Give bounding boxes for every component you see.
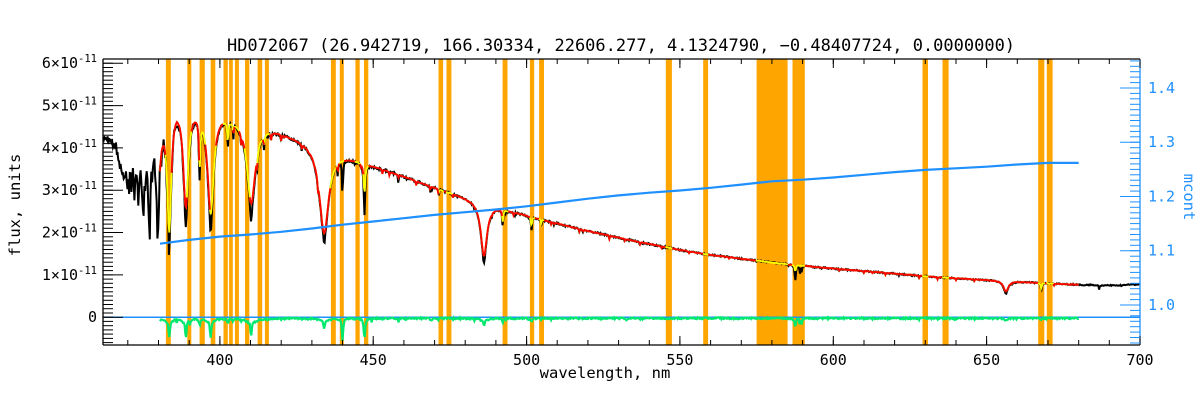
x-tick-label: 550 [666,351,693,369]
model-fit-masked-line [159,120,1079,293]
masked-region [355,59,360,345]
y-tick-label: 3×10-11 [42,180,97,199]
residual-line [159,315,1080,341]
model-fit-line [159,120,1079,293]
y-tick-label: 0 [88,308,97,326]
chart-root: 400 450 500 550 600 650 700 0 1×10-11 2×10-11 3×10… [42,53,1175,369]
masked-region [922,59,928,345]
y-right-tick-label: 1.1 [1148,242,1175,260]
masked-region [438,59,444,345]
y-tick-label: 4×10-11 [42,138,97,157]
y-right-tick-label: 1.3 [1148,133,1175,151]
masked-region [245,59,250,345]
y-right-tick-label: 1.4 [1148,79,1175,97]
mcont-line [159,161,1079,245]
y-tick-label: 6×10-11 [42,53,97,72]
masked-region [1046,59,1053,345]
x-axis-label: wavelength, nm [540,364,671,382]
y-right-tick-label: 1.2 [1148,188,1175,206]
masked-region [1038,59,1045,345]
masked-region [446,59,452,345]
x-tick-label: 600 [820,351,847,369]
y-tick-label: 1×10-11 [42,265,97,284]
masked-region [234,59,239,345]
masked-region [792,59,805,345]
y-right-tick-label: 1.0 [1148,296,1175,314]
y-tick-label: 5×10-11 [42,96,97,115]
masked-region [665,59,672,345]
masked-region [229,59,233,345]
y-tick-label: 2×10-11 [42,223,97,242]
masked-region [942,59,949,345]
y-axis-label-flux: flux, units [6,154,24,257]
x-tick-label: 400 [206,351,233,369]
x-tick-label: 700 [1126,351,1153,369]
x-tick-label: 450 [360,351,387,369]
masked-region [539,59,544,345]
masked-region [223,59,228,345]
x-tick-label: 650 [973,351,1000,369]
masked-region [756,59,788,345]
masked-region [264,59,269,345]
masked-region [339,59,344,345]
masked-region [529,59,535,345]
plot-title: HD072067 (26.942719, 166.30334, 22606.27… [227,36,1015,56]
masked-region [364,59,369,345]
masked-region [703,59,709,345]
masked-region [330,59,336,345]
x-tick-label: 500 [513,351,540,369]
masked-region [199,59,205,345]
masked-region [502,59,508,345]
masked-region [257,59,263,345]
y-axis-label-mcont: mcont [1180,174,1198,221]
masked-region [187,59,192,345]
